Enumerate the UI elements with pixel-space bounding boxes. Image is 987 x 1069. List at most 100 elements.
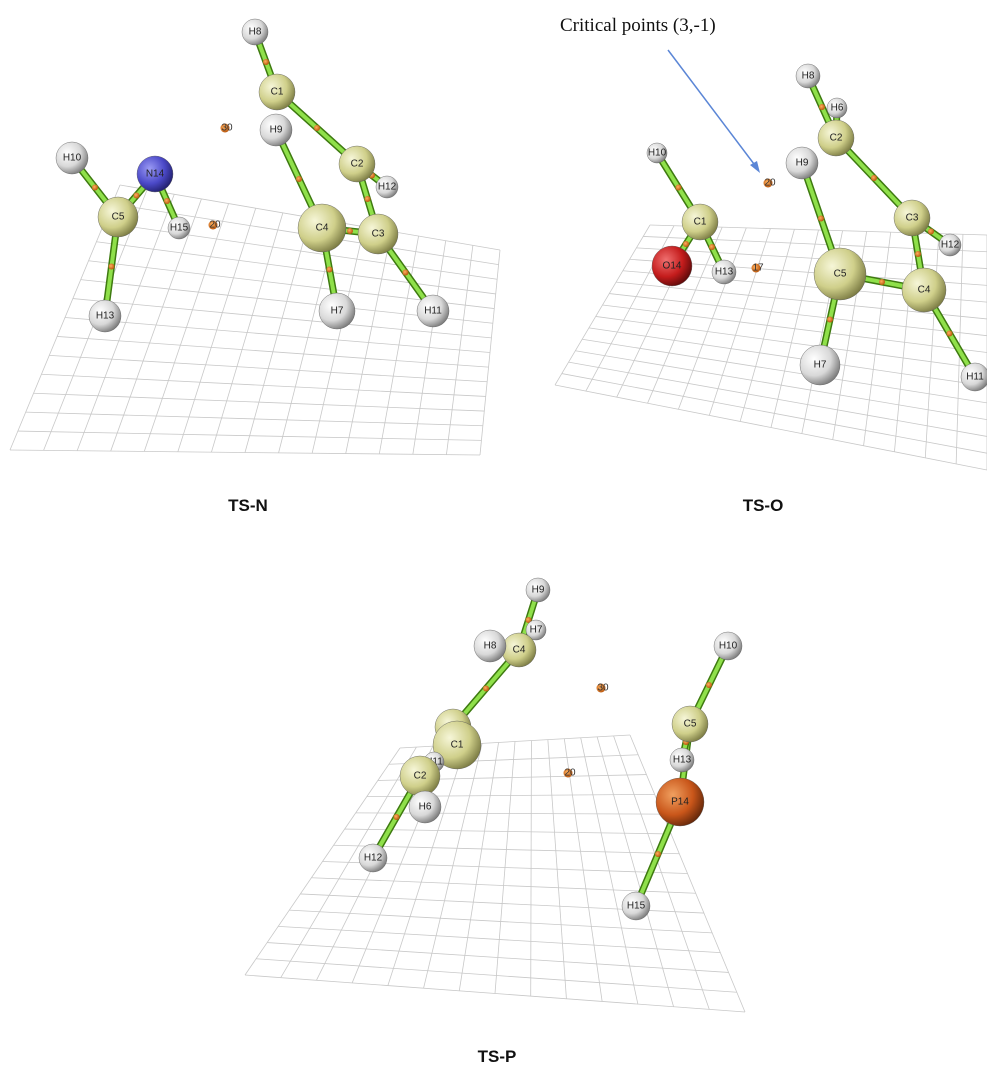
grid-line <box>18 431 482 440</box>
arrow-head <box>750 161 760 173</box>
grid-line <box>569 362 987 436</box>
annotation-arrow <box>668 50 757 168</box>
panel-label: TS-P <box>478 1047 517 1066</box>
bond-critical-point <box>706 682 712 688</box>
grid-line <box>894 233 914 452</box>
critical-point-label: 17 <box>752 263 764 274</box>
atom-label: C1 <box>694 217 707 228</box>
grid-line <box>289 910 712 933</box>
bond-critical-point <box>314 125 320 131</box>
atom-label: H10 <box>719 641 738 652</box>
atom-label: C3 <box>372 229 385 240</box>
atom-label: C2 <box>351 159 364 170</box>
atom-label: H7 <box>530 625 543 636</box>
bond-critical-point <box>483 686 489 692</box>
bond-critical-point <box>928 229 934 235</box>
atom-label: C5 <box>834 269 847 280</box>
bond-critical-point <box>947 331 953 337</box>
critical-point-label: 30 <box>597 683 609 694</box>
atom-label: P14 <box>671 797 689 808</box>
bond-critical-point <box>915 251 921 257</box>
atom-label: H15 <box>170 223 189 234</box>
bond-critical-point <box>819 104 825 110</box>
atom-label: H13 <box>673 755 692 766</box>
atom-label: H9 <box>532 585 545 596</box>
grid-line <box>925 234 939 458</box>
atom-label: H11 <box>966 372 984 383</box>
grid-line <box>603 305 987 353</box>
grid-line <box>10 450 480 455</box>
atom-label: C4 <box>513 645 526 656</box>
atom-label: H12 <box>364 853 383 864</box>
atom-label: H13 <box>715 267 734 278</box>
grid-line <box>312 227 364 453</box>
atom-label: H12 <box>941 240 960 251</box>
bond-critical-point <box>871 175 877 181</box>
grid-line <box>562 374 987 454</box>
grid-line <box>480 250 500 455</box>
bond-critical-point <box>263 59 269 65</box>
bond-critical-point <box>879 279 885 285</box>
grid-line <box>589 328 987 386</box>
bond-critical-point <box>827 317 833 323</box>
grid-line <box>57 336 488 367</box>
grid-line <box>413 241 446 455</box>
atom-label: N14 <box>146 169 165 180</box>
bond-critical-point <box>683 241 689 247</box>
atom-label: H9 <box>796 158 809 169</box>
grid-layer <box>10 185 987 1012</box>
grid-line <box>34 393 485 411</box>
atom-label: H12 <box>378 182 397 193</box>
atom-label: H13 <box>96 311 115 322</box>
atom-label: H6 <box>419 802 432 813</box>
bond-critical-point <box>818 216 824 222</box>
bond-critical-point <box>655 851 661 857</box>
bond-critical-point <box>347 228 353 234</box>
atom-label: C1 <box>271 87 284 98</box>
atom-label: C1 <box>451 740 464 751</box>
bond-critical-point <box>164 198 170 204</box>
critical-point-label: 30 <box>221 123 233 134</box>
atom-label: H10 <box>63 153 82 164</box>
grid-line <box>582 339 987 403</box>
panel-label: TS-N <box>228 496 268 515</box>
bond-critical-point <box>709 244 715 250</box>
atom-label: C5 <box>112 212 125 223</box>
atom-label: H8 <box>249 27 262 38</box>
atom-label: C2 <box>414 771 427 782</box>
grid-line <box>278 926 720 952</box>
grid-line <box>531 741 532 997</box>
bond-layer <box>72 32 975 906</box>
grid-line <box>581 738 638 1004</box>
bond-critical-point <box>296 176 302 182</box>
bond-critical-point <box>134 193 140 199</box>
atom-label: H8 <box>484 641 497 652</box>
atom-label: H7 <box>331 306 344 317</box>
atom-label: H9 <box>270 125 283 136</box>
bond-critical-point <box>365 196 371 202</box>
atom-label: C2 <box>830 133 843 144</box>
bond-critical-point <box>403 270 409 276</box>
atom-label: H11 <box>424 306 442 317</box>
critical-point-label: 20 <box>764 178 776 189</box>
atom-label: H10 <box>648 148 667 159</box>
grid-line <box>864 232 891 446</box>
atom-label: C4 <box>316 223 329 234</box>
atom-label: H6 <box>831 103 844 114</box>
atom-label: H7 <box>814 360 827 371</box>
panel-label: TS-O <box>743 496 784 515</box>
bond-critical-point <box>394 814 400 820</box>
atom-label: C5 <box>684 719 697 730</box>
atom-label: O14 <box>663 261 682 272</box>
bond-critical-point <box>327 267 333 273</box>
grid-line <box>26 412 483 426</box>
atom-label: H15 <box>627 901 646 912</box>
atom-label: H8 <box>802 71 815 82</box>
critical-point-label: 20 <box>564 768 576 779</box>
grid-line <box>346 231 392 453</box>
atom-label: C4 <box>918 285 931 296</box>
bond-critical-point <box>109 264 115 270</box>
atom-label: C3 <box>906 213 919 224</box>
figure: H8 C1 H9 C2 H12 C4 C3 H7 H11 H10 N14 C5 H15 H13 30 20 H8… <box>0 0 987 1069</box>
bond-critical-point <box>676 185 682 191</box>
